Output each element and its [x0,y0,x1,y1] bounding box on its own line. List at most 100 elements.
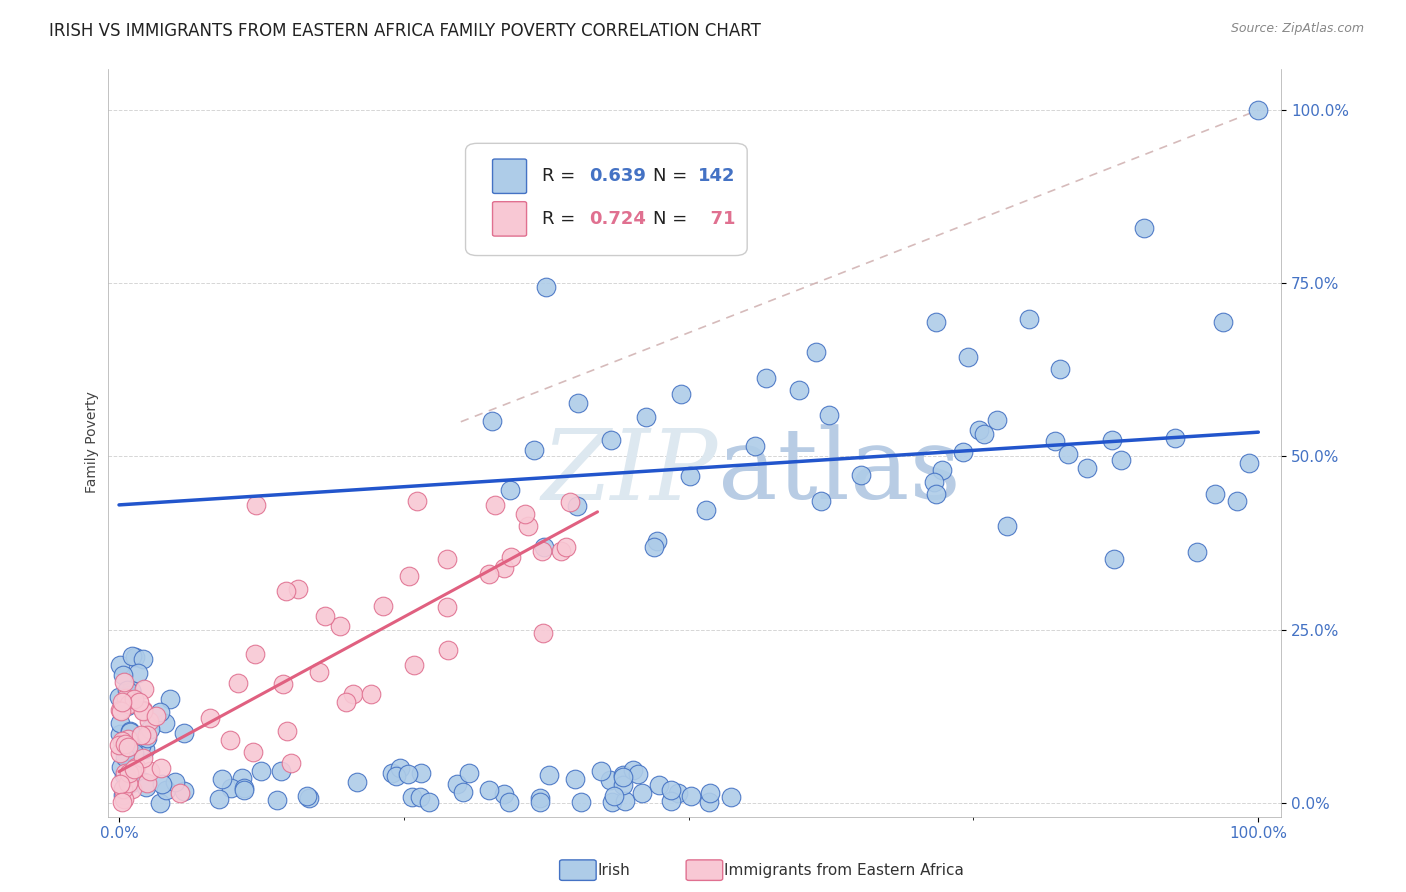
Point [135,780,157,794]
Point [411,765,433,780]
Point [118,696,141,710]
Point [139,722,162,736]
Point [1212,315,1234,329]
Point [138,764,160,778]
FancyBboxPatch shape [492,159,527,194]
Point [114,750,136,764]
Point [529,795,551,809]
Point [329,619,352,633]
Point [132,775,155,789]
Point [112,781,135,796]
Point [567,396,589,410]
Point [436,552,458,566]
Point [149,761,172,775]
Point [135,731,157,745]
Point [478,783,501,797]
Point [121,648,143,663]
Point [115,748,138,763]
Point [125,760,148,774]
Point [648,778,671,792]
Point [531,544,554,558]
Point [849,468,872,483]
Point [114,766,136,780]
Point [804,344,827,359]
Point [108,716,131,731]
Point [515,507,537,521]
Point [118,688,141,702]
Point [925,315,948,329]
Point [131,703,153,717]
Text: R =: R = [541,167,581,186]
Text: IRISH VS IMMIGRANTS FROM EASTERN AFRICA FAMILY POVERTY CORRELATION CHART: IRISH VS IMMIGRANTS FROM EASTERN AFRICA … [49,22,761,40]
Point [138,714,160,728]
Point [499,483,522,497]
Point [755,371,778,385]
Point [117,775,139,789]
Point [986,413,1008,427]
Point [342,687,364,701]
Point [118,766,141,780]
Point [274,584,297,599]
Point [922,475,945,490]
Point [132,651,155,665]
Point [120,732,142,747]
Point [612,768,634,782]
Point [571,796,593,810]
Text: 0.724: 0.724 [589,210,645,227]
Point [1164,431,1187,445]
Point [150,777,173,791]
Point [149,706,172,720]
Point [669,386,692,401]
Point [1043,434,1066,448]
Point [437,643,460,657]
Text: R =: R = [541,210,581,227]
Point [389,761,412,775]
Point [115,691,138,706]
Point [564,772,586,786]
Point [250,764,273,778]
Point [533,540,555,554]
Point [335,695,357,709]
Point [112,792,135,806]
Point [818,409,841,423]
Point [1109,453,1132,467]
Point [614,794,637,808]
Point [145,708,167,723]
Point [409,790,432,805]
Point [114,737,136,751]
Point [555,541,578,555]
Point [108,690,131,704]
Point [127,666,149,681]
Point [110,727,132,741]
Point [271,677,294,691]
Point [118,723,141,738]
Point [117,731,139,746]
Point [211,772,233,787]
Point [120,725,142,739]
Point [1101,433,1123,447]
Point [132,704,155,718]
Point [720,790,742,805]
Point [478,566,501,581]
Point [1049,361,1071,376]
Point [173,784,195,798]
Point [110,795,132,809]
Point [111,695,134,709]
Point [600,795,623,809]
Point [360,687,382,701]
Point [697,796,720,810]
Text: N =: N = [654,210,693,227]
Point [529,791,551,805]
Point [110,657,132,672]
Point [560,495,582,509]
Point [599,434,621,448]
Point [276,723,298,738]
Point [226,676,249,690]
Point [308,665,330,680]
Point [128,695,150,709]
Point [111,782,134,797]
Text: ZIP: ZIP [541,425,718,520]
Point [599,772,621,787]
Point [398,569,420,583]
Point [446,777,468,791]
